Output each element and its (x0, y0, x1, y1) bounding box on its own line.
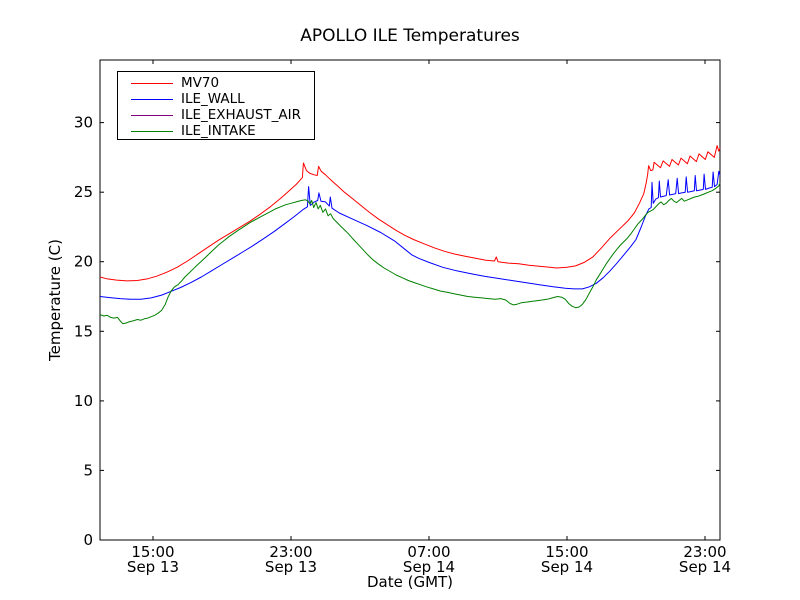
y-tick-label: 5 (83, 461, 93, 479)
y-tick-label: 10 (74, 392, 93, 410)
legend-row-ILE_EXHAUST_AIR: ILE_EXHAUST_AIR (118, 107, 314, 123)
legend-line-swatch (131, 98, 173, 100)
x-tick-label-date: Sep 14 (541, 558, 593, 576)
x-tick-label-time: 07:00 (407, 543, 450, 561)
series-line-ILE_WALL (99, 170, 721, 300)
legend-label: ILE_WALL (181, 91, 245, 107)
y-tick-label: 30 (74, 114, 93, 132)
plot-frame (99, 59, 721, 541)
x-tick-label-time: 15:00 (545, 543, 588, 561)
x-tick-label-date: Sep 13 (127, 558, 179, 576)
legend-row-ILE_WALL: ILE_WALL (118, 91, 314, 107)
x-tick-label-time: 23:00 (269, 543, 312, 561)
legend-label: MV70 (181, 75, 220, 91)
y-tick-label: 15 (74, 322, 93, 340)
legend-label: ILE_INTAKE (181, 123, 256, 139)
legend-row-ILE_INTAKE: ILE_INTAKE (118, 123, 314, 139)
x-tick-label-time: 15:00 (131, 543, 174, 561)
legend: MV70 ILE_WALL ILE_EXHAUST_AIR ILE_INTAKE (117, 71, 315, 140)
x-tick-label-date: Sep 14 (679, 558, 731, 576)
y-axis-label: Temperature (C) (46, 239, 64, 361)
x-tick-label-date: Sep 14 (403, 558, 455, 576)
x-tick-label-date: Sep 13 (265, 558, 317, 576)
series-line-ILE_INTAKE (99, 182, 721, 325)
legend-line-swatch (131, 130, 173, 132)
legend-row-MV70: MV70 (118, 75, 314, 91)
y-tick-label: 20 (74, 253, 93, 271)
legend-line-swatch (131, 82, 173, 84)
y-tick-label: 25 (74, 183, 93, 201)
legend-label: ILE_EXHAUST_AIR (181, 107, 301, 123)
y-tick-label: 0 (83, 531, 93, 549)
x-tick-label-time: 23:00 (683, 543, 726, 561)
chart-title: APOLLO ILE Temperatures (300, 26, 520, 46)
series-line-MV70 (99, 145, 721, 282)
legend-line-swatch (131, 114, 173, 116)
x-axis-label: Date (GMT) (366, 573, 454, 591)
